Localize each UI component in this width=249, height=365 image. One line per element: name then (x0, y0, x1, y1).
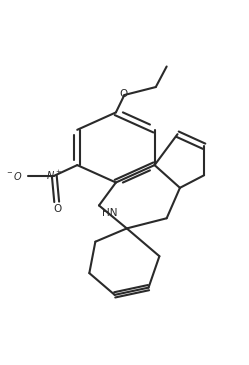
Text: $^-O$: $^-O$ (5, 170, 23, 182)
Text: O: O (54, 204, 62, 214)
Text: O: O (119, 89, 127, 99)
Text: $N^+$: $N^+$ (46, 169, 62, 182)
Text: HN: HN (102, 208, 118, 218)
